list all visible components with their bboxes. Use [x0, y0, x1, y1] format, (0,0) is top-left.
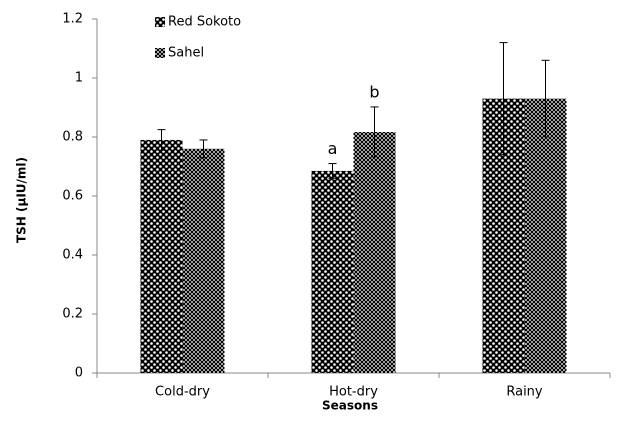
legend-swatch [155, 17, 165, 27]
y-tick-label: 0 [75, 366, 83, 381]
x-tick-label: Hot-dry [329, 385, 378, 400]
y-tick-label: 1 [75, 71, 83, 86]
legend-label: Red Sokoto [168, 15, 241, 30]
legend-swatch [155, 48, 165, 58]
y-tick-label: 0.6 [62, 189, 83, 204]
bar [524, 98, 567, 374]
y-tick-label: 1.2 [62, 12, 83, 27]
x-tick-label: Cold-dry [155, 385, 210, 400]
bar [353, 131, 396, 373]
x-axis-label: Seasons [322, 399, 378, 413]
x-tick-label: Rainy [506, 385, 543, 400]
y-tick-label: 0.4 [62, 248, 83, 263]
annotation: a [328, 139, 338, 158]
y-tick-label: 0.8 [62, 130, 83, 145]
bar [311, 170, 354, 373]
bar [140, 139, 183, 373]
y-axis-label: TSH (µIU/ml) [15, 157, 29, 243]
y-tick-label: 0.2 [62, 307, 83, 322]
legend-label: Sahel [168, 46, 204, 61]
annotation: b [369, 82, 379, 101]
bar [182, 148, 225, 373]
